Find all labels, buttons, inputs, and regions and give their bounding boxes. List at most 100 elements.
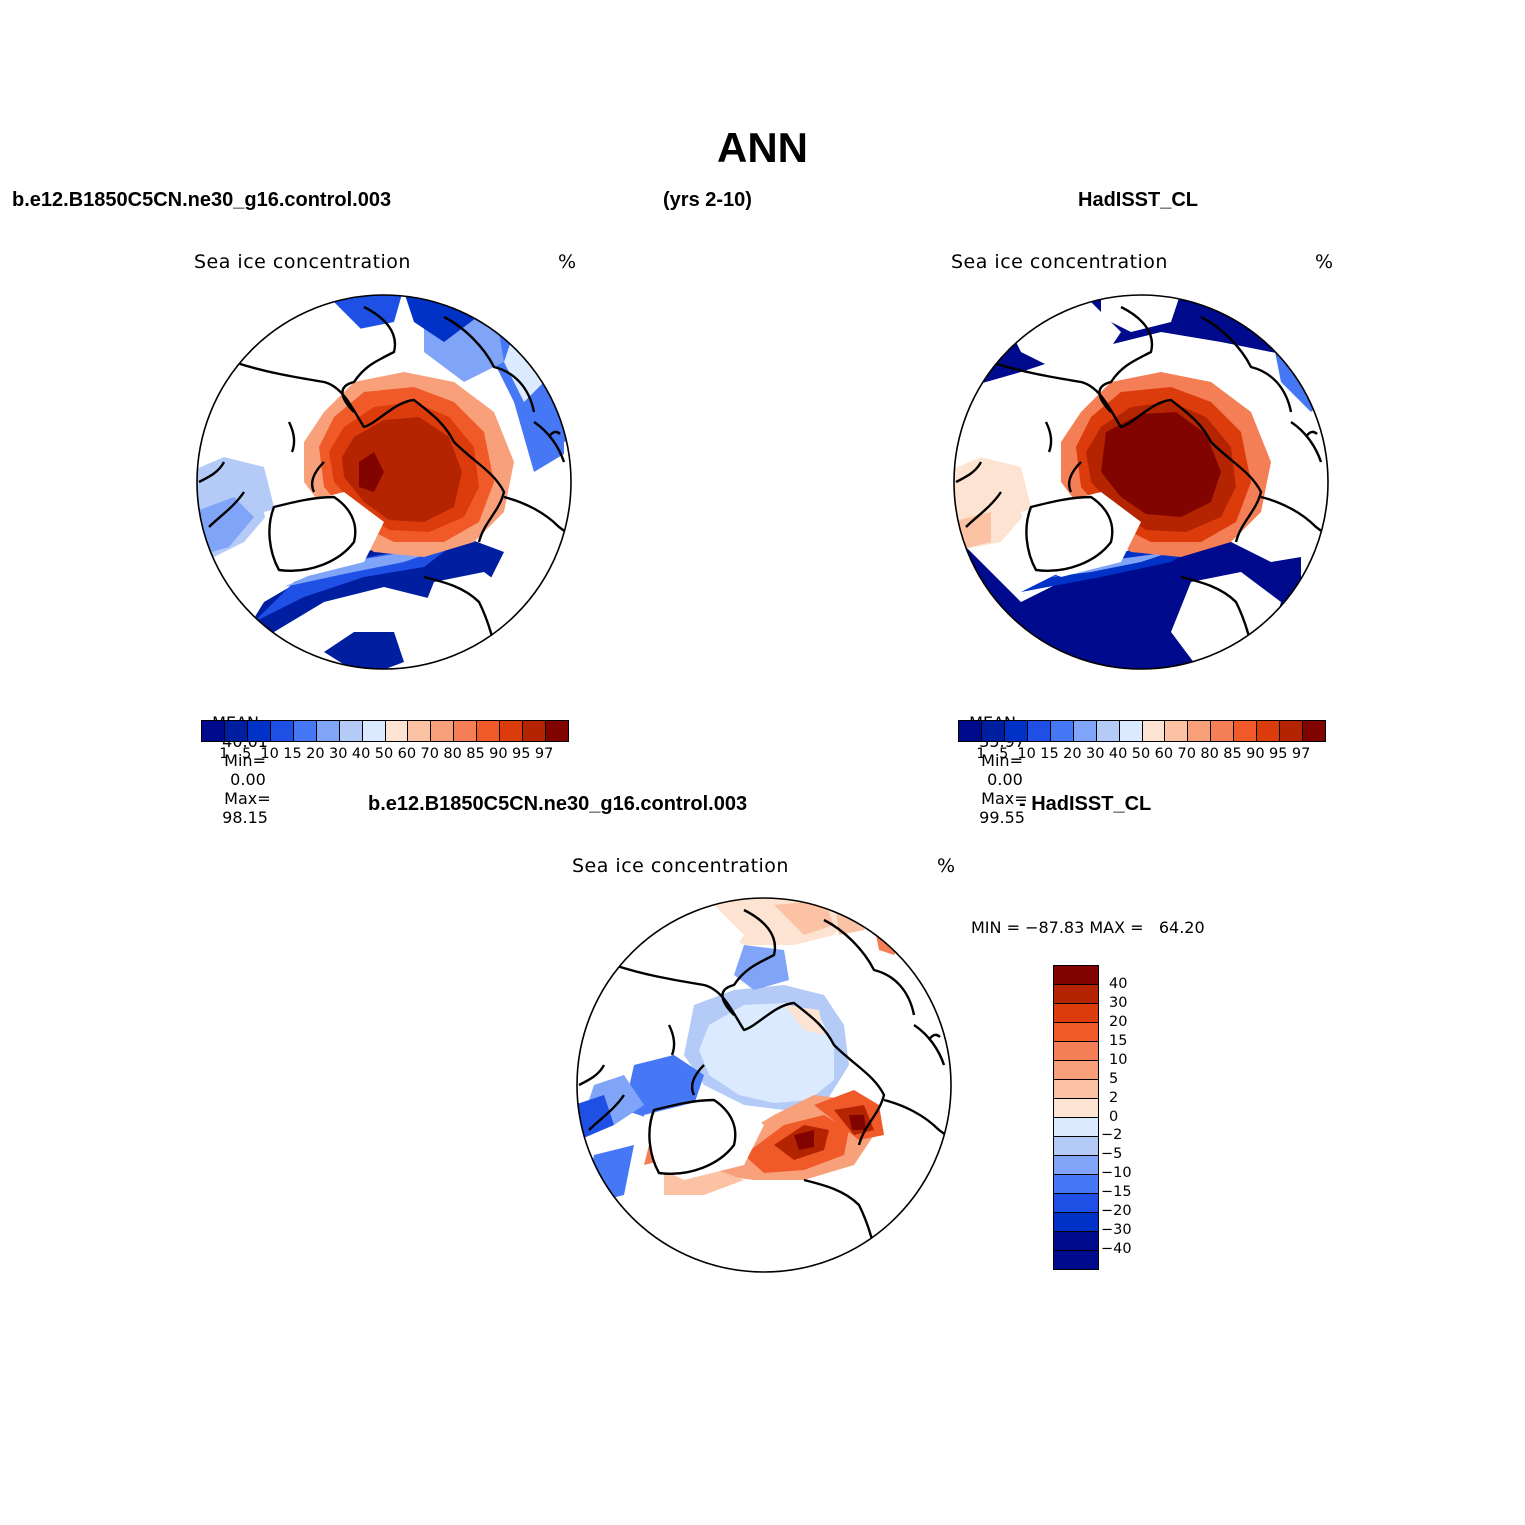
colorbar-swatch [1054,1117,1098,1136]
panel2-map [953,294,1329,670]
panel3-colorbar [1053,965,1099,1270]
colorbar-tick-label: 40 [351,746,371,762]
colorbar-swatch [1302,721,1325,741]
colorbar-swatch [202,721,224,741]
colorbar-swatch [1164,721,1188,741]
panel1-colorbar [201,720,569,742]
colorbar-tick-label: 90 [1246,746,1265,762]
colorbar-tick-label: −30 [1101,1222,1132,1239]
colorbar-swatch [980,721,1004,741]
colorbar-swatch [1072,721,1096,741]
figure-title: ANN [717,124,808,171]
colorbar-swatch [1054,1193,1098,1212]
colorbar-swatch [292,721,316,741]
panel3-colorbar-labels: 40 30 20 15 10 5 2 0 −2 −5 −10 −15 −20 −30 −40 [1101,965,1161,1268]
colorbar-swatch [1054,1212,1098,1231]
colorbar-swatch [1279,721,1303,741]
colorbar-tick-label: 20 [306,746,325,762]
colorbar-tick-label: 50 [374,746,394,762]
colorbar-swatch [1054,1003,1098,1022]
colorbar-swatch [223,721,247,741]
colorbar-swatch [1054,1231,1098,1250]
colorbar-swatch [338,721,362,741]
colorbar-swatch [361,721,385,741]
colorbar-swatch [315,721,339,741]
panel1-map [196,294,572,670]
panel1-min-value: 0.00 [230,770,266,789]
colorbar-tick-label: −5 [1101,1146,1123,1163]
colorbar-swatch [545,721,568,741]
panel3-map [576,897,952,1273]
panel1-max-label: Max= [224,789,271,808]
colorbar-tick-label: 30 [329,746,348,762]
colorbar-swatch [1210,721,1234,741]
colorbar-swatch [1003,721,1027,741]
years-label: (yrs 2-10) [663,189,752,211]
colorbar-tick-label: 40 [1108,746,1128,762]
colorbar-swatch [1118,721,1142,741]
colorbar-tick-label: 60 [1154,746,1174,762]
colorbar-tick-label: 15 [1040,746,1059,762]
colorbar-swatch [1054,1174,1098,1193]
panel1-units: % [558,251,577,273]
panel1-min-label: Min= [224,751,266,770]
colorbar-tick-label: 60 [397,746,417,762]
colorbar-tick-label: 95 [1269,746,1288,762]
colorbar-swatch [269,721,293,741]
colorbar-swatch [1054,1022,1098,1041]
colorbar-tick-label: −20 [1101,1203,1132,1220]
colorbar-swatch [499,721,523,741]
colorbar-swatch [407,721,431,741]
colorbar-swatch [522,721,546,741]
colorbar-swatch [476,721,500,741]
colorbar-tick-label: 0 [1109,1108,1119,1125]
colorbar-swatch [1054,1098,1098,1117]
colorbar-tick-label: 85 [466,746,485,762]
colorbar-tick-label: 40 [1109,975,1128,992]
diff-case-name-label: b.e12.B1850C5CN.ne30_g16.control.003 [368,793,748,815]
colorbar-swatch [959,721,981,741]
colorbar-tick-label: 97 [1291,746,1311,762]
colorbar-tick-label: 80 [1200,746,1219,762]
panel2-max-value: 99.55 [979,808,1025,827]
colorbar-swatch [1049,721,1073,741]
colorbar-swatch [430,721,454,741]
colorbar-tick-label: −10 [1101,1165,1132,1182]
colorbar-tick-label: −2 [1101,1127,1123,1144]
colorbar-tick-label: 30 [1086,746,1105,762]
colorbar-swatch [1054,1079,1098,1098]
panel3-variable: Sea ice concentration [572,855,789,877]
case-name-label: b.e12.B1850C5CN.ne30_g16.control.003 [12,189,392,211]
colorbar-swatch [1054,984,1098,1003]
colorbar-tick-label: 1 [219,746,229,762]
colorbar-tick-label: 10 [1109,1051,1128,1068]
panel1-max-value: 98.15 [222,808,268,827]
colorbar-swatch [1187,721,1211,741]
colorbar-tick-label: 1 [976,746,986,762]
colorbar-swatch [1054,1155,1098,1174]
panel1-variable: Sea ice concentration [194,251,411,273]
colorbar-swatch [1054,966,1098,984]
colorbar-tick-label: 15 [1109,1032,1128,1049]
colorbar-tick-label: 50 [1131,746,1151,762]
colorbar-tick-label: 30 [1109,994,1128,1011]
colorbar-tick-label: −15 [1101,1184,1132,1201]
colorbar-swatch [1233,721,1257,741]
panel2-units: % [1315,251,1334,273]
colorbar-tick-label: 80 [443,746,462,762]
panel2-variable: Sea ice concentration [951,251,1168,273]
colorbar-swatch [1026,721,1050,741]
colorbar-tick-label: 5 [999,746,1009,762]
panel3-units: % [937,855,956,877]
colorbar-swatch [1054,1250,1098,1269]
colorbar-tick-label: 2 [1109,1089,1119,1106]
colorbar-swatch [1141,721,1165,741]
colorbar-swatch [1054,1060,1098,1079]
panel3-minmax: MIN = −87.83 MAX = 64.20 [971,918,1205,937]
colorbar-swatch [1054,1136,1098,1155]
colorbar-tick-label: 95 [512,746,531,762]
panel2-min-label: Min= [981,751,1023,770]
colorbar-tick-label: 70 [1177,746,1196,762]
colorbar-swatch [246,721,270,741]
panel2-max-label: Max= [981,789,1028,808]
